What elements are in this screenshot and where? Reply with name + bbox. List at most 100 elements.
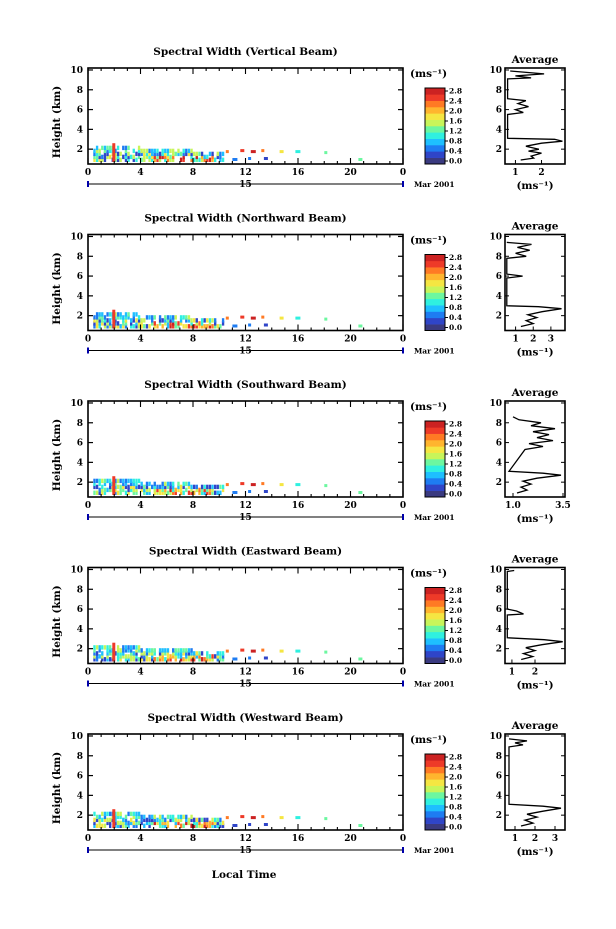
heat-cell	[98, 645, 101, 650]
heat-cell	[219, 823, 222, 828]
heat-cell	[158, 315, 162, 320]
heat-cell	[145, 817, 149, 823]
heat-cell	[114, 820, 117, 826]
colorbar-swatch	[425, 606, 445, 614]
colorbar-swatch	[425, 798, 445, 805]
colorbar-swatch	[425, 785, 445, 793]
y-axis-label: Height (km)	[51, 86, 63, 158]
heat-cell	[106, 312, 109, 317]
heat-cell	[177, 487, 180, 493]
heat-cell	[200, 484, 204, 490]
heat-cell	[198, 823, 201, 828]
avg-y-tick-label: 10	[489, 399, 502, 409]
heat-cell	[93, 318, 96, 323]
heat-cell	[190, 484, 193, 490]
x-tick-label: 8	[190, 168, 196, 178]
heat-cell	[106, 321, 109, 326]
heat-cell	[140, 648, 143, 653]
heat-cell	[200, 321, 204, 326]
heat-cell	[216, 151, 219, 157]
avg-profile-line	[506, 241, 562, 328]
heat-cell	[95, 823, 99, 828]
heat-cell	[135, 481, 138, 487]
heat-cell	[106, 820, 109, 826]
avg-x-tick-label: 3	[548, 335, 554, 345]
colorbar-swatch	[425, 100, 445, 108]
heat-cell	[124, 145, 128, 151]
heat-cell	[177, 321, 180, 326]
average-title: Average	[511, 720, 559, 732]
heat-cell	[211, 318, 214, 323]
heat-cell	[295, 150, 301, 154]
heat-cell	[169, 657, 172, 662]
heat-cell	[130, 481, 133, 487]
colorbar-tick-label: 2.4	[449, 763, 462, 772]
heat-cell	[190, 324, 193, 329]
heat-cell	[214, 654, 217, 659]
heat-cell	[140, 321, 143, 326]
heat-cell	[195, 654, 198, 659]
heat-cell	[109, 820, 112, 826]
heat-cell	[166, 654, 170, 659]
heat-cell	[130, 484, 133, 490]
heat-cell	[135, 823, 138, 828]
heat-cell	[156, 157, 159, 162]
heat-cell	[137, 484, 141, 490]
heat-cell	[250, 483, 256, 487]
heat-cell	[95, 478, 99, 484]
colorbar-tick-label: 0.8	[449, 137, 462, 146]
avg-x-tick-label: 2	[532, 834, 538, 844]
heat-cell	[161, 820, 164, 826]
heat-cell	[148, 823, 151, 828]
heat-cell	[174, 324, 177, 329]
colorbar-swatch	[425, 446, 445, 453]
heat-cell	[177, 820, 180, 826]
heat-cell	[140, 157, 143, 162]
heat-cell	[166, 651, 170, 656]
heat-cell	[103, 151, 107, 157]
avg-x-tick-label: 1	[512, 335, 518, 345]
heat-cell	[93, 817, 96, 823]
heat-cell	[193, 324, 196, 329]
panel-title: Spectral Width (Eastward Beam)	[149, 546, 342, 558]
heat-cell	[240, 648, 245, 652]
x-tick-label: 4	[137, 501, 143, 511]
x-tick-label: 12	[239, 335, 252, 345]
heat-cell	[103, 645, 107, 650]
heat-cell	[98, 814, 101, 820]
heat-cell	[203, 657, 206, 662]
heat-cell	[211, 820, 214, 826]
heat-cell	[153, 324, 156, 329]
heat-cell	[158, 157, 162, 162]
heat-cell	[114, 324, 117, 329]
heat-cell	[211, 654, 214, 659]
heat-cell	[143, 654, 146, 659]
x-tick-label: 0	[85, 668, 91, 678]
heat-cell	[219, 820, 222, 826]
heat-cell	[132, 312, 135, 317]
heat-cell	[161, 817, 164, 823]
heat-cell	[174, 657, 177, 662]
heat-cell	[190, 814, 193, 820]
heat-cell	[161, 154, 164, 160]
heat-cell	[195, 651, 198, 656]
heat-cell	[190, 321, 193, 326]
heat-cell	[140, 820, 143, 826]
heat-cell	[156, 487, 159, 493]
heat-cell	[166, 151, 170, 157]
heat-cell	[109, 324, 112, 329]
heat-cell	[101, 645, 104, 650]
heat-cell	[101, 145, 104, 151]
x-tick-label: 20	[344, 168, 357, 178]
heat-cell	[98, 154, 101, 160]
heat-cell	[203, 157, 206, 162]
heat-cell	[98, 823, 101, 828]
heat-cell	[219, 151, 222, 157]
colorbar-swatch	[425, 317, 445, 325]
heat-cell	[185, 820, 188, 826]
heat-cell	[164, 823, 167, 828]
heat-cell	[143, 148, 146, 154]
heat-cell	[116, 657, 120, 662]
heat-cell	[193, 151, 196, 157]
heat-cell	[166, 814, 170, 820]
